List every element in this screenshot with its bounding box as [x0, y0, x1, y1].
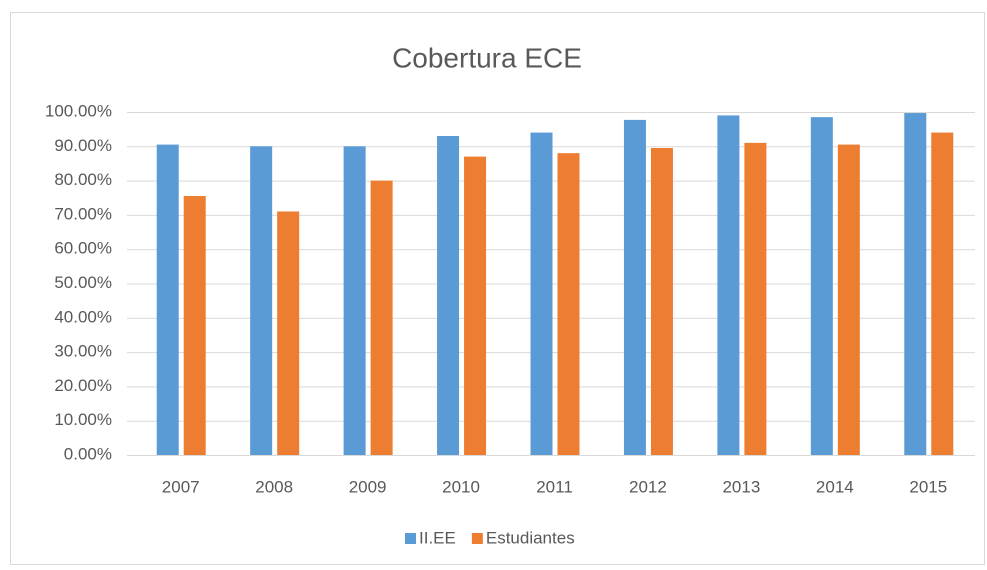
- bar: [557, 153, 580, 455]
- bar: [837, 144, 860, 455]
- bar: [183, 196, 206, 455]
- bar: [717, 115, 740, 456]
- legend-label: Estudiantes: [486, 528, 575, 547]
- x-tick-label: 2011: [536, 477, 573, 496]
- bar: [810, 117, 833, 456]
- legend-swatch: [471, 533, 483, 544]
- bar: [250, 146, 273, 456]
- y-tick-label: 0.00%: [64, 444, 112, 463]
- y-tick-label: 100.00%: [45, 101, 112, 120]
- y-tick-label: 10.00%: [54, 410, 112, 429]
- bar: [530, 132, 553, 455]
- bar: [156, 144, 179, 455]
- x-tick-label: 2012: [629, 477, 667, 496]
- y-tick-label: 70.00%: [54, 204, 112, 223]
- bar: [370, 180, 393, 455]
- legend-swatch: [405, 533, 416, 544]
- bar: [464, 156, 487, 455]
- y-tick-label: 50.00%: [54, 273, 112, 292]
- x-tick-label: 2014: [816, 477, 854, 496]
- y-tick-label: 30.00%: [54, 342, 112, 361]
- bar: [650, 148, 673, 455]
- y-tick-label: 40.00%: [54, 307, 112, 326]
- x-tick-label: 2015: [909, 477, 947, 496]
- x-tick-label: 2009: [349, 477, 387, 496]
- bar: [904, 113, 927, 456]
- legend-label: II.EE: [419, 528, 456, 547]
- x-tick-label: 2010: [442, 477, 480, 496]
- bar: [744, 142, 767, 455]
- bar: [343, 146, 366, 456]
- y-tick-label: 60.00%: [54, 239, 112, 258]
- bar: [623, 119, 646, 455]
- y-tick-label: 90.00%: [54, 136, 112, 155]
- y-tick-label: 20.00%: [54, 376, 112, 395]
- y-tick-label: 80.00%: [54, 170, 112, 189]
- x-tick-label: 2013: [722, 477, 760, 496]
- x-tick-label: 2008: [255, 477, 293, 496]
- bar: [931, 132, 954, 455]
- chart-title: Cobertura ECE: [392, 42, 582, 73]
- bar: [437, 136, 460, 455]
- x-tick-label: 2007: [162, 477, 200, 496]
- bar: [277, 211, 300, 455]
